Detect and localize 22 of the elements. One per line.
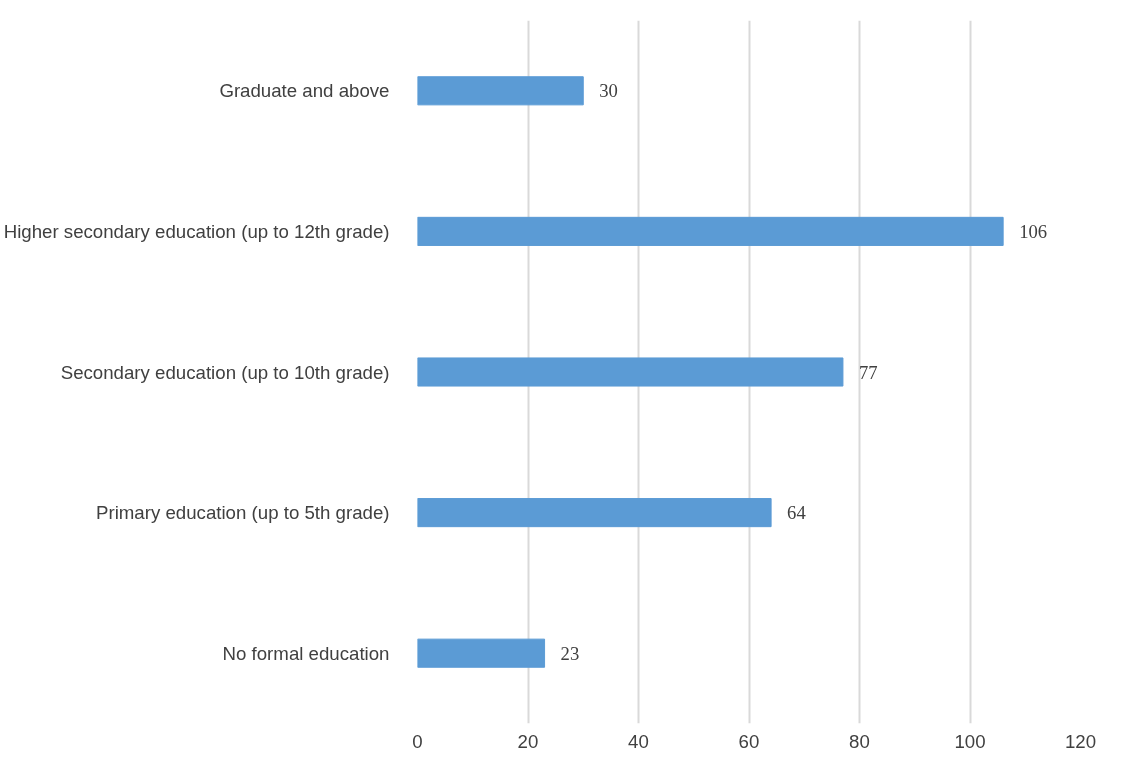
bar [417,357,844,387]
y-tick-label: Secondary education (up to 10th grade) [60,361,390,383]
y-tick-label: Higher secondary education (up to 12th grade) [3,220,390,242]
x-tick-label: 40 [628,730,649,752]
data-label: 64 [787,502,807,524]
bar [417,216,1004,246]
x-tick-label: 100 [954,730,986,752]
y-tick-label: Graduate and above [219,80,390,102]
bar [417,76,584,106]
x-tick-label: 80 [849,730,870,752]
y-tick-label: Primary education (up to 5th grade) [96,502,390,524]
x-tick-label: 120 [1064,730,1097,752]
x-tick-label: 60 [738,730,760,752]
data-label: 106 [1019,220,1048,242]
bar [417,498,772,528]
data-label: 30 [599,80,618,102]
x-tick-label: 0 [412,730,423,752]
y-tick-label: No formal education [222,642,390,664]
bar [417,638,546,668]
data-label: 77 [858,361,878,383]
x-tick-label: 20 [517,730,539,752]
data-label: 23 [560,642,580,664]
